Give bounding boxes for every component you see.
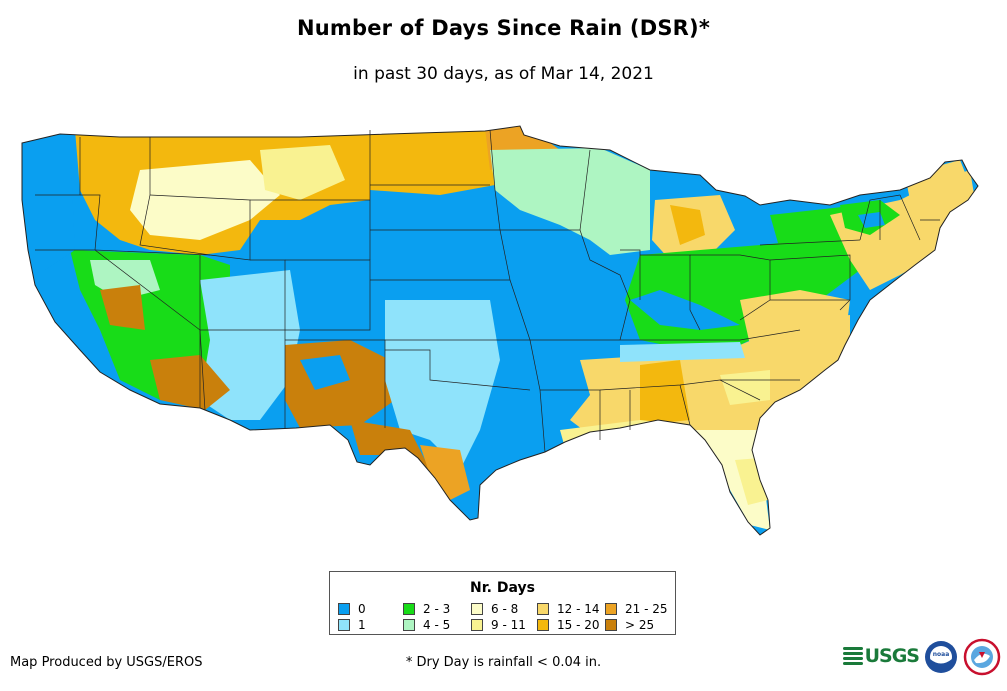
legend-item-15-20: 15 - 20 xyxy=(537,618,600,632)
legend-item-6-8: 6 - 8 xyxy=(471,602,518,616)
legend-swatch xyxy=(338,619,350,631)
map-legend: Nr. Days 0 1 2 - 3 4 - 5 6 - 8 9 - 11 12… xyxy=(329,571,676,635)
legend-swatch xyxy=(338,603,350,615)
legend-swatch xyxy=(537,619,549,631)
legend-swatch xyxy=(537,603,549,615)
map-subtitle: in past 30 days, as of Mar 14, 2021 xyxy=(353,64,654,84)
legend-swatch xyxy=(403,619,415,631)
legend-swatch xyxy=(471,603,483,615)
legend-label: 0 xyxy=(358,602,366,616)
dry-day-footnote: * Dry Day is rainfall < 0.04 in. xyxy=(405,655,602,670)
us-days-since-rain-map xyxy=(21,125,979,536)
legend-label: 1 xyxy=(358,618,366,632)
legend-swatch xyxy=(471,619,483,631)
legend-item-21-25: 21 - 25 xyxy=(605,602,668,616)
map-credit: Map Produced by USGS/EROS xyxy=(10,655,203,670)
noaa-logo-text: noaa xyxy=(933,651,950,658)
legend-item-gt-25: > 25 xyxy=(605,618,654,632)
legend-label: 21 - 25 xyxy=(625,602,668,616)
legend-swatch xyxy=(605,603,617,615)
legend-item-0: 0 xyxy=(338,602,366,616)
legend-title: Nr. Days xyxy=(470,580,535,596)
map-title: Number of Days Since Rain (DSR)* xyxy=(296,16,711,40)
noaa-logo: noaa xyxy=(925,641,957,673)
legend-label: 4 - 5 xyxy=(423,618,451,632)
legend-item-4-5: 4 - 5 xyxy=(403,618,450,632)
legend-label: 6 - 8 xyxy=(491,602,519,616)
usgs-wave-icon xyxy=(843,645,863,667)
nws-logo xyxy=(963,638,1001,676)
legend-swatch xyxy=(403,603,415,615)
legend-label: 9 - 11 xyxy=(491,618,526,632)
legend-item-9-11: 9 - 11 xyxy=(471,618,526,632)
legend-item-1: 1 xyxy=(338,618,366,632)
legend-label: 15 - 20 xyxy=(557,618,600,632)
legend-swatch xyxy=(605,619,617,631)
usgs-logo: USGS xyxy=(843,643,920,669)
legend-item-12-14: 12 - 14 xyxy=(537,602,600,616)
usgs-logo-text: USGS xyxy=(864,645,920,667)
legend-label: 2 - 3 xyxy=(423,602,451,616)
legend-label: 12 - 14 xyxy=(557,602,600,616)
legend-label: > 25 xyxy=(625,618,655,632)
legend-item-2-3: 2 - 3 xyxy=(403,602,450,616)
